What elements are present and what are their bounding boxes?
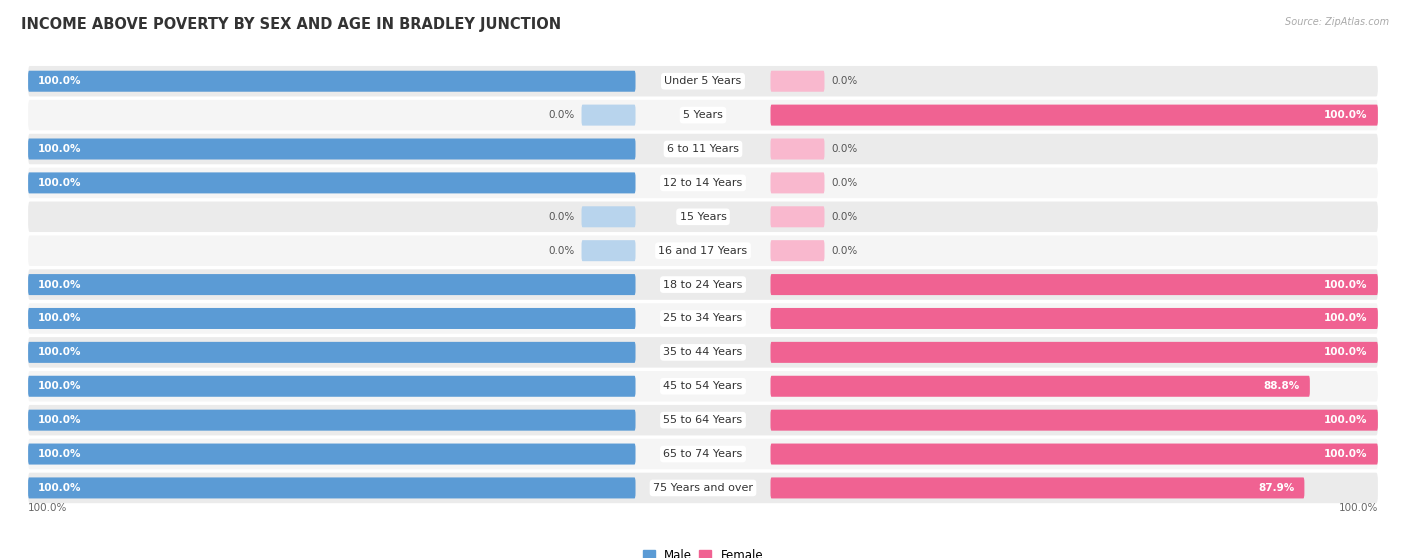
Text: 100.0%: 100.0% — [38, 76, 82, 86]
FancyBboxPatch shape — [582, 206, 636, 227]
FancyBboxPatch shape — [770, 342, 1378, 363]
FancyBboxPatch shape — [28, 303, 1378, 334]
FancyBboxPatch shape — [770, 138, 824, 160]
Text: 100.0%: 100.0% — [1324, 280, 1368, 290]
Text: INCOME ABOVE POVERTY BY SEX AND AGE IN BRADLEY JUNCTION: INCOME ABOVE POVERTY BY SEX AND AGE IN B… — [21, 17, 561, 32]
Text: 0.0%: 0.0% — [831, 178, 858, 188]
Text: 100.0%: 100.0% — [38, 280, 82, 290]
Text: 35 to 44 Years: 35 to 44 Years — [664, 348, 742, 357]
FancyBboxPatch shape — [770, 410, 1378, 431]
FancyBboxPatch shape — [28, 66, 1378, 97]
FancyBboxPatch shape — [770, 172, 824, 194]
FancyBboxPatch shape — [28, 274, 636, 295]
FancyBboxPatch shape — [28, 342, 636, 363]
Text: 100.0%: 100.0% — [38, 348, 82, 357]
Text: 0.0%: 0.0% — [831, 144, 858, 154]
FancyBboxPatch shape — [28, 444, 636, 465]
Text: 65 to 74 Years: 65 to 74 Years — [664, 449, 742, 459]
FancyBboxPatch shape — [28, 201, 1378, 232]
Text: 5 Years: 5 Years — [683, 110, 723, 120]
FancyBboxPatch shape — [28, 100, 1378, 131]
FancyBboxPatch shape — [770, 308, 1378, 329]
FancyBboxPatch shape — [28, 308, 636, 329]
Text: 0.0%: 0.0% — [831, 246, 858, 256]
Text: 12 to 14 Years: 12 to 14 Years — [664, 178, 742, 188]
Text: 87.9%: 87.9% — [1258, 483, 1295, 493]
Text: 16 and 17 Years: 16 and 17 Years — [658, 246, 748, 256]
Text: 100.0%: 100.0% — [1324, 449, 1368, 459]
Text: 45 to 54 Years: 45 to 54 Years — [664, 381, 742, 391]
FancyBboxPatch shape — [582, 240, 636, 261]
FancyBboxPatch shape — [770, 274, 1378, 295]
FancyBboxPatch shape — [28, 172, 636, 194]
Text: 0.0%: 0.0% — [548, 246, 575, 256]
FancyBboxPatch shape — [28, 478, 636, 498]
Text: 100.0%: 100.0% — [38, 178, 82, 188]
FancyBboxPatch shape — [770, 71, 824, 92]
Text: 100.0%: 100.0% — [38, 144, 82, 154]
FancyBboxPatch shape — [770, 206, 824, 227]
Text: 100.0%: 100.0% — [1324, 348, 1368, 357]
Text: 100.0%: 100.0% — [1324, 110, 1368, 120]
FancyBboxPatch shape — [28, 337, 1378, 368]
Text: 100.0%: 100.0% — [1324, 314, 1368, 324]
FancyBboxPatch shape — [28, 167, 1378, 198]
Text: 100.0%: 100.0% — [28, 503, 67, 513]
Text: 100.0%: 100.0% — [38, 483, 82, 493]
FancyBboxPatch shape — [28, 134, 1378, 164]
FancyBboxPatch shape — [582, 104, 636, 126]
Text: 100.0%: 100.0% — [38, 314, 82, 324]
FancyBboxPatch shape — [28, 405, 1378, 435]
Text: Under 5 Years: Under 5 Years — [665, 76, 741, 86]
FancyBboxPatch shape — [770, 104, 1378, 126]
Text: 0.0%: 0.0% — [548, 110, 575, 120]
FancyBboxPatch shape — [28, 473, 1378, 503]
Legend: Male, Female: Male, Female — [638, 545, 768, 558]
FancyBboxPatch shape — [28, 371, 1378, 402]
FancyBboxPatch shape — [28, 235, 1378, 266]
Text: 100.0%: 100.0% — [38, 449, 82, 459]
Text: 15 Years: 15 Years — [679, 212, 727, 222]
Text: 100.0%: 100.0% — [38, 415, 82, 425]
Text: 0.0%: 0.0% — [831, 76, 858, 86]
Text: 100.0%: 100.0% — [38, 381, 82, 391]
FancyBboxPatch shape — [28, 270, 1378, 300]
FancyBboxPatch shape — [28, 138, 636, 160]
FancyBboxPatch shape — [770, 444, 1378, 465]
Text: 18 to 24 Years: 18 to 24 Years — [664, 280, 742, 290]
FancyBboxPatch shape — [28, 376, 636, 397]
Text: 88.8%: 88.8% — [1264, 381, 1299, 391]
FancyBboxPatch shape — [28, 410, 636, 431]
FancyBboxPatch shape — [770, 240, 824, 261]
FancyBboxPatch shape — [28, 439, 1378, 469]
Text: 25 to 34 Years: 25 to 34 Years — [664, 314, 742, 324]
Text: 100.0%: 100.0% — [1339, 503, 1378, 513]
Text: 0.0%: 0.0% — [831, 212, 858, 222]
Text: Source: ZipAtlas.com: Source: ZipAtlas.com — [1285, 17, 1389, 27]
Text: 0.0%: 0.0% — [548, 212, 575, 222]
Text: 6 to 11 Years: 6 to 11 Years — [666, 144, 740, 154]
Text: 55 to 64 Years: 55 to 64 Years — [664, 415, 742, 425]
Text: 75 Years and over: 75 Years and over — [652, 483, 754, 493]
FancyBboxPatch shape — [770, 478, 1305, 498]
FancyBboxPatch shape — [28, 71, 636, 92]
FancyBboxPatch shape — [770, 376, 1310, 397]
Text: 100.0%: 100.0% — [1324, 415, 1368, 425]
